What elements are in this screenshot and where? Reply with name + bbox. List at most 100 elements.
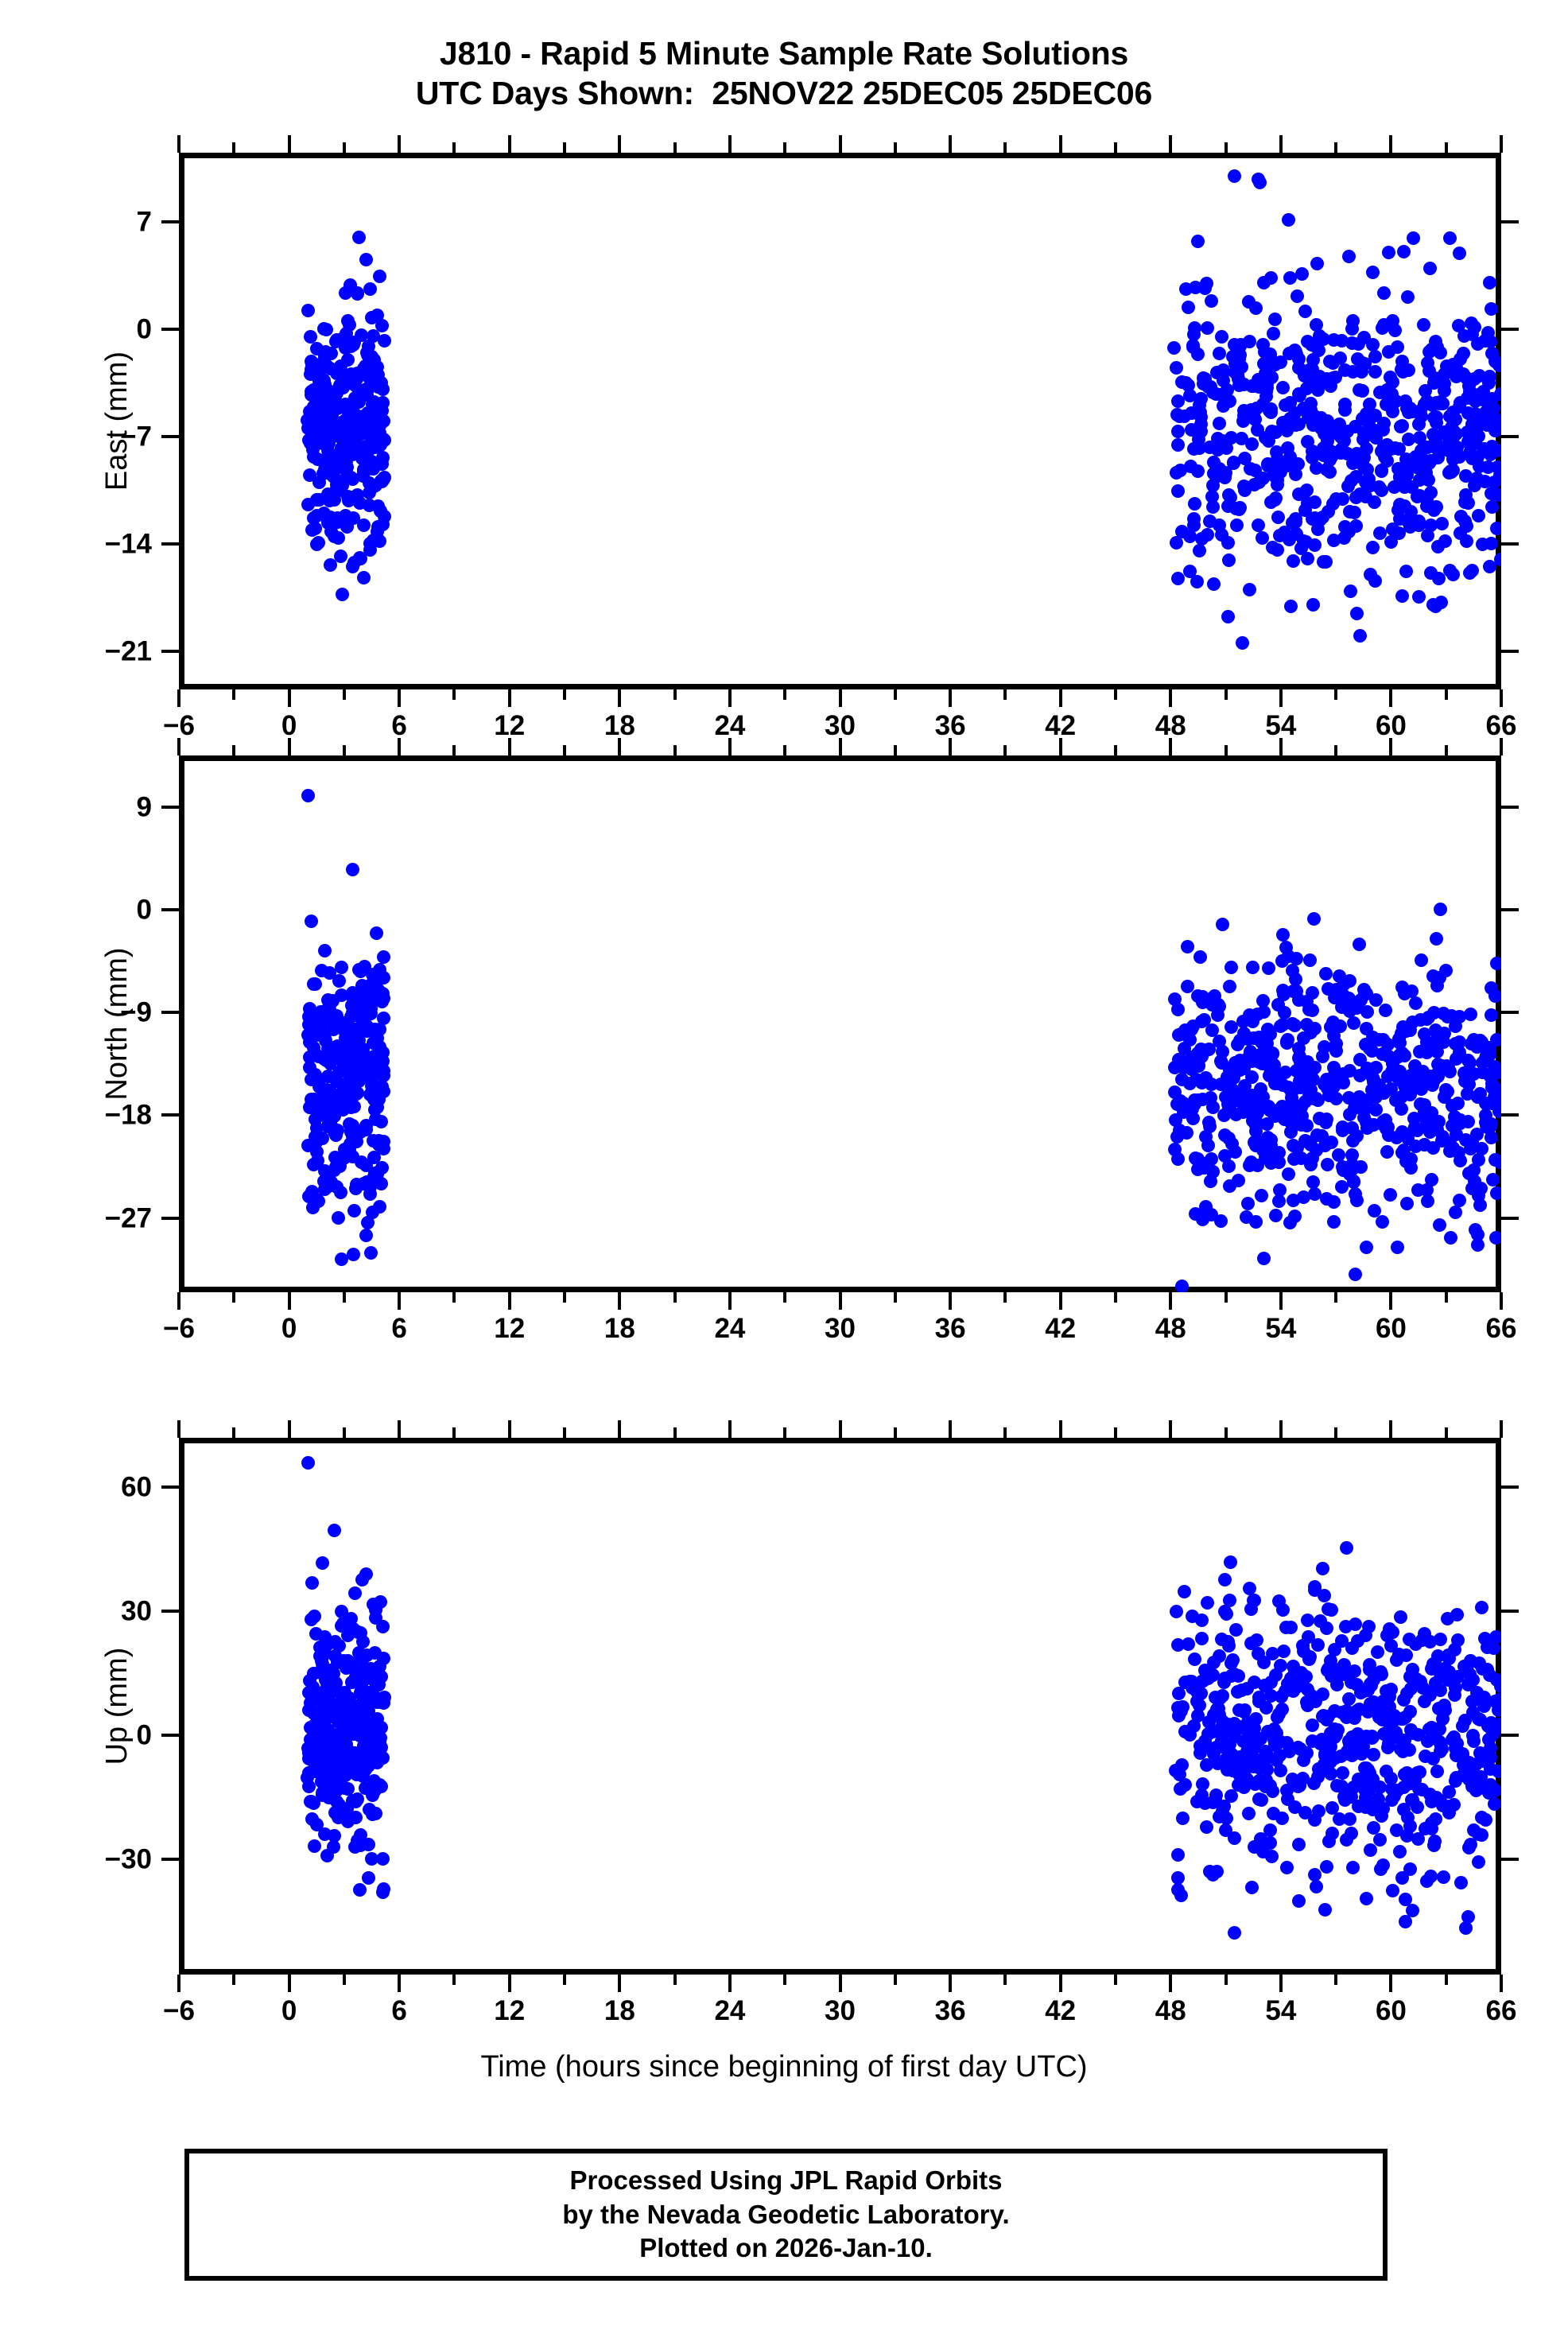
data-point: [1178, 1054, 1192, 1069]
data-point: [1491, 1703, 1501, 1718]
x-minor-tick: [893, 1975, 897, 1985]
x-minor-tick: [1224, 1427, 1228, 1438]
data-point: [1370, 1645, 1384, 1660]
y-axis-title-east: East (mm): [99, 351, 134, 491]
data-point: [1262, 961, 1276, 975]
data-point: [1311, 522, 1325, 536]
x-tick-label: −6: [163, 1313, 195, 1344]
data-point: [1461, 1053, 1475, 1067]
data-point: [1244, 437, 1259, 451]
data-point: [1319, 1713, 1333, 1727]
data-point: [351, 962, 366, 977]
data-point: [1380, 1144, 1395, 1159]
data-point: [1340, 1832, 1354, 1847]
data-point: [347, 337, 361, 351]
data-point: [1224, 1747, 1238, 1761]
data-point: [1392, 1845, 1407, 1858]
data-point: [367, 1645, 382, 1660]
data-point: [1311, 1093, 1325, 1107]
data-point: [1443, 231, 1457, 246]
data-point: [326, 1728, 340, 1742]
data-point: [1279, 1034, 1294, 1048]
data-point: [1362, 1620, 1376, 1634]
x-major-tick: [838, 1292, 842, 1310]
data-point: [1399, 1196, 1414, 1210]
x-tick-label: 66: [1485, 1313, 1517, 1344]
data-point: [1274, 1689, 1288, 1703]
data-point: [1218, 1823, 1232, 1837]
x-tick-label: 30: [825, 1313, 856, 1344]
plot-panel-east: 7 0 −7 −14 −21 −6 0 6 12 18 24 30 36 42 48 54 60 66 East (…: [100, 135, 1519, 740]
data-point: [1461, 1166, 1476, 1180]
data-point: [321, 1707, 336, 1722]
data-point: [1328, 1730, 1342, 1745]
data-point: [1375, 1214, 1389, 1229]
data-point: [1475, 1828, 1489, 1843]
data-point: [1205, 1077, 1219, 1091]
data-point: [372, 269, 386, 283]
data-point: [1261, 1139, 1275, 1153]
data-point: [1423, 486, 1438, 500]
data-point: [1429, 931, 1443, 946]
data-point: [1236, 1765, 1251, 1779]
data-point: [1269, 1209, 1283, 1223]
y-tick-label: 7: [136, 206, 152, 238]
x-major-tick: [398, 135, 402, 153]
data-point: [1314, 1614, 1327, 1628]
data-point: [1283, 533, 1297, 547]
data-point: [308, 521, 322, 535]
data-point: [1307, 1580, 1322, 1594]
data-point: [1403, 1023, 1417, 1037]
data-point: [1471, 336, 1485, 351]
data-point: [1361, 1797, 1376, 1812]
data-point: [1225, 1136, 1239, 1151]
data-point: [1469, 471, 1484, 485]
data-point: [1323, 453, 1337, 467]
x-major-tick: [728, 1420, 732, 1438]
data-point: [1271, 510, 1285, 524]
data-point: [1328, 1643, 1342, 1657]
data-point: [1472, 1153, 1486, 1167]
data-point: [1450, 1633, 1465, 1648]
data-point: [1362, 1042, 1376, 1056]
x-minor-tick: [232, 689, 236, 700]
data-point: [1216, 917, 1230, 931]
data-point: [372, 1082, 386, 1096]
data-point: [1339, 1620, 1353, 1634]
x-minor-tick: [1003, 745, 1007, 755]
x-major-tick: [618, 1975, 622, 1992]
x-minor-tick: [563, 1292, 567, 1303]
data-point: [1322, 505, 1335, 518]
data-point: [1217, 1573, 1232, 1587]
data-point: [1441, 1060, 1455, 1074]
data-point: [1206, 1868, 1221, 1882]
data-point: [1341, 1691, 1356, 1706]
data-point: [1272, 1155, 1286, 1170]
data-point: [1217, 1718, 1232, 1731]
y-major-tick: [161, 1011, 179, 1015]
data-point: [1182, 565, 1197, 579]
data-point: [1372, 1781, 1387, 1795]
x-tick-label: 24: [714, 1313, 746, 1344]
data-point: [320, 992, 335, 1007]
x-tick-label: 60: [1375, 1313, 1407, 1344]
data-point: [1346, 1174, 1360, 1188]
data-point: [1248, 464, 1262, 478]
x-major-tick: [177, 738, 180, 755]
data-point: [1276, 928, 1290, 942]
data-point: [351, 1074, 365, 1088]
x-axis-title: Time (hours since beginning of first day…: [480, 2050, 1088, 2084]
data-point: [1418, 1822, 1432, 1836]
data-point: [1270, 473, 1284, 487]
data-point: [1184, 406, 1198, 421]
data-point: [373, 1199, 387, 1214]
x-minor-tick: [232, 1292, 236, 1303]
data-point: [1475, 1810, 1489, 1824]
data-point: [1483, 560, 1496, 574]
data-point: [1200, 1820, 1213, 1834]
data-point: [1194, 1631, 1209, 1645]
data-point: [1399, 564, 1414, 578]
data-point: [1346, 313, 1360, 328]
x-major-tick: [287, 1420, 291, 1438]
x-major-tick: [1279, 738, 1283, 755]
